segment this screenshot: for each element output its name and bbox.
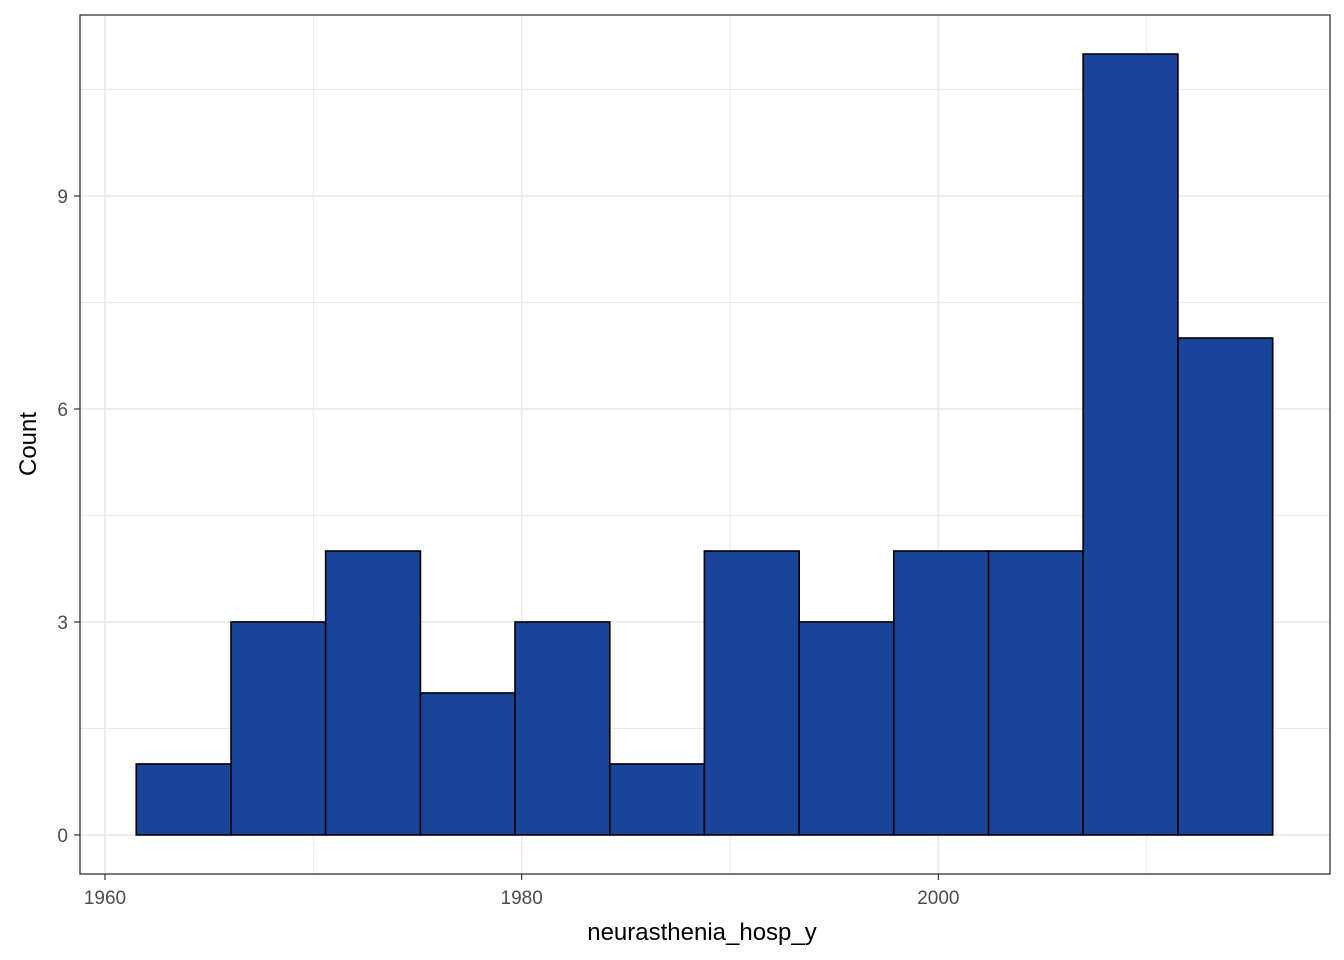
histogram-bar bbox=[419, 692, 516, 836]
x-tick-label: 1980 bbox=[501, 888, 543, 909]
y-tick-label: 9 bbox=[57, 187, 68, 208]
y-tick-label: 0 bbox=[57, 826, 68, 847]
histogram-bar bbox=[892, 550, 990, 836]
histogram-bar bbox=[608, 763, 706, 836]
histogram-bar bbox=[324, 550, 422, 836]
histogram-bar bbox=[1082, 53, 1179, 836]
y-tick-label: 6 bbox=[57, 400, 68, 421]
histogram-bar bbox=[987, 550, 1084, 836]
axes: 1960 1980 2000 0 3 6 9 bbox=[57, 187, 959, 909]
x-tick-label: 1960 bbox=[84, 888, 126, 909]
histogram-bar bbox=[1177, 337, 1274, 836]
histogram-bars bbox=[135, 53, 1274, 836]
histogram-bar bbox=[230, 621, 327, 836]
y-axis-title: Count bbox=[15, 412, 42, 476]
histogram-bar bbox=[135, 763, 232, 836]
x-axis-title: neurasthenia_hosp_y bbox=[587, 919, 817, 946]
histogram-bar bbox=[514, 621, 611, 836]
x-tick-label: 2000 bbox=[917, 888, 959, 909]
histogram-bar bbox=[798, 621, 895, 836]
y-tick-label: 3 bbox=[57, 613, 68, 634]
histogram-bar bbox=[703, 550, 800, 836]
panel-border bbox=[79, 14, 1331, 875]
